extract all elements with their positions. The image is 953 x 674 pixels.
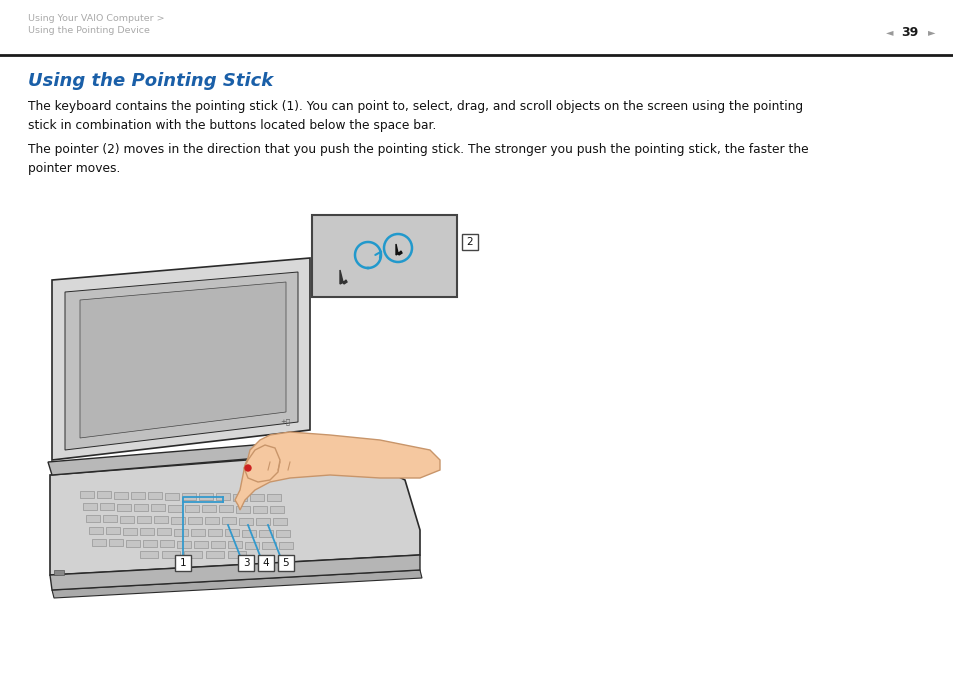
Bar	[245, 542, 258, 549]
Polygon shape	[50, 452, 419, 575]
Bar	[165, 493, 179, 499]
Text: 3: 3	[242, 558, 249, 568]
Text: 1: 1	[179, 558, 186, 568]
Text: 4: 4	[262, 558, 269, 568]
Bar	[103, 516, 117, 522]
Bar	[277, 555, 294, 571]
Polygon shape	[80, 282, 286, 438]
Text: Using the Pointing Device: Using the Pointing Device	[28, 26, 150, 35]
Bar	[137, 516, 151, 523]
Bar	[228, 551, 246, 558]
Polygon shape	[234, 432, 439, 510]
Bar	[177, 541, 191, 547]
Bar	[54, 570, 64, 575]
Polygon shape	[50, 555, 419, 590]
Polygon shape	[395, 244, 401, 255]
Bar	[182, 493, 195, 500]
Bar	[184, 551, 202, 558]
Text: 39: 39	[901, 26, 918, 38]
Bar	[120, 516, 133, 522]
Text: Using the Pointing Stick: Using the Pointing Stick	[28, 72, 273, 90]
Bar	[312, 215, 456, 297]
Bar	[208, 529, 222, 536]
Bar	[109, 539, 123, 547]
Bar	[275, 530, 290, 537]
Polygon shape	[244, 445, 280, 482]
Bar	[267, 494, 281, 501]
Bar	[174, 555, 191, 571]
Text: 2: 2	[466, 237, 473, 247]
Text: ◄: ◄	[884, 27, 892, 37]
Bar	[106, 527, 120, 534]
Bar	[97, 491, 111, 498]
Bar	[171, 516, 185, 524]
Bar	[148, 492, 162, 499]
Bar	[237, 555, 253, 571]
Bar	[185, 505, 199, 512]
Polygon shape	[65, 272, 297, 450]
Bar	[219, 506, 233, 512]
Bar	[91, 539, 106, 546]
Bar	[83, 503, 97, 510]
Bar	[157, 528, 171, 535]
Bar	[160, 540, 173, 547]
Circle shape	[245, 465, 251, 471]
Bar	[278, 543, 293, 549]
Bar	[153, 516, 168, 523]
Bar	[100, 503, 113, 510]
Bar	[239, 518, 253, 524]
Bar	[257, 555, 274, 571]
Bar	[113, 491, 128, 499]
Bar	[242, 530, 255, 537]
Bar	[117, 503, 131, 511]
Bar	[168, 505, 182, 512]
Bar	[250, 494, 264, 501]
Text: Using Your VAIO Computer >: Using Your VAIO Computer >	[28, 14, 165, 23]
Bar	[206, 551, 224, 558]
Bar	[258, 530, 273, 537]
Bar	[89, 527, 103, 534]
Polygon shape	[52, 258, 310, 460]
Text: 5: 5	[282, 558, 289, 568]
Bar	[86, 515, 100, 522]
Polygon shape	[52, 570, 421, 598]
Bar	[215, 493, 230, 500]
Text: +⃝: +⃝	[279, 418, 290, 425]
Bar	[225, 529, 239, 537]
Bar	[123, 528, 137, 534]
Bar	[199, 493, 213, 500]
Bar	[162, 551, 180, 558]
Bar	[262, 542, 275, 549]
Bar	[233, 493, 247, 501]
Bar	[228, 541, 242, 549]
Text: The keyboard contains the pointing stick (1). You can point to, select, drag, an: The keyboard contains the pointing stick…	[28, 100, 802, 132]
Bar	[191, 529, 205, 536]
Bar	[255, 518, 270, 525]
Bar	[126, 540, 140, 547]
Bar	[133, 504, 148, 511]
Text: The pointer (2) moves in the direction that you push the pointing stick. The str: The pointer (2) moves in the direction t…	[28, 143, 808, 175]
Bar	[193, 541, 208, 548]
Bar	[461, 234, 477, 250]
Bar	[131, 492, 145, 499]
Text: ►: ►	[927, 27, 935, 37]
Bar	[273, 518, 287, 525]
Bar	[188, 517, 202, 524]
Bar	[140, 528, 153, 535]
Bar	[270, 506, 284, 514]
Bar	[202, 505, 215, 512]
Bar	[211, 541, 225, 548]
Bar	[143, 540, 157, 547]
Bar	[140, 551, 158, 558]
Bar	[173, 528, 188, 536]
Polygon shape	[48, 440, 319, 475]
Bar	[151, 504, 165, 511]
Polygon shape	[339, 270, 347, 284]
Bar	[253, 506, 267, 513]
Bar	[222, 518, 235, 524]
Bar	[205, 517, 219, 524]
Bar	[235, 506, 250, 513]
Bar	[80, 491, 94, 498]
